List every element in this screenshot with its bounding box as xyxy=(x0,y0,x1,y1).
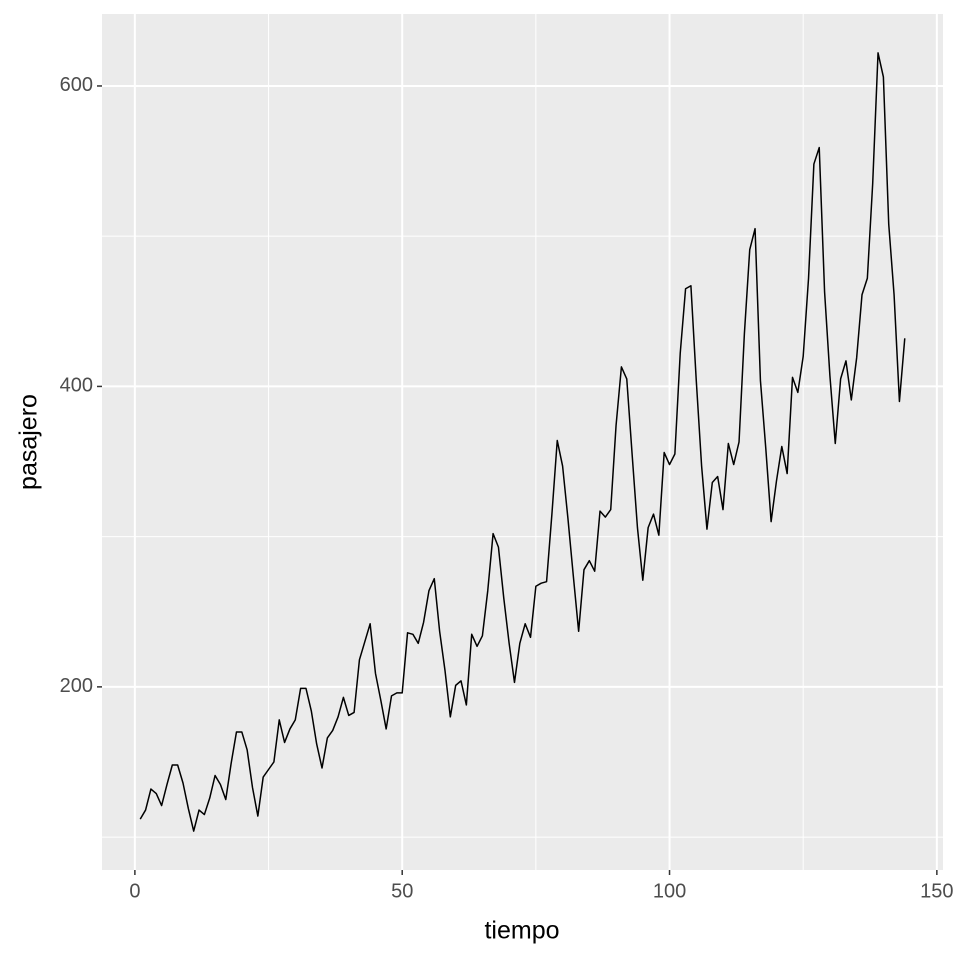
y-axis-title: pasajero xyxy=(15,394,43,490)
x-tick-label: 0 xyxy=(129,880,140,902)
y-tick-label: 600 xyxy=(60,74,93,96)
panel xyxy=(102,14,943,870)
y-tick-label: 400 xyxy=(60,375,93,397)
grid xyxy=(102,14,943,870)
x-tick-label: 50 xyxy=(391,880,413,902)
x-axis-title: tiempo xyxy=(484,917,559,945)
x-tick-label: 100 xyxy=(653,880,686,902)
y-tick-label: 200 xyxy=(60,675,93,697)
x-tick-label: 150 xyxy=(920,880,953,902)
line xyxy=(139,52,906,832)
